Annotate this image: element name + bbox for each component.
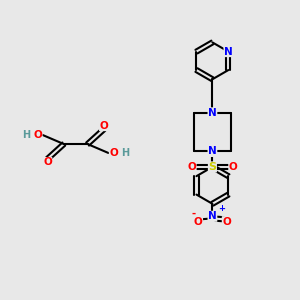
Text: O: O [43,158,52,167]
Text: N: N [208,108,217,118]
Text: N: N [224,46,233,57]
Text: O: O [194,217,203,226]
Text: N: N [208,211,217,221]
Text: O: O [222,217,231,226]
Text: O: O [229,162,238,172]
Text: +: + [218,204,225,213]
Text: O: O [33,130,42,140]
Text: N: N [208,146,217,157]
Text: -: - [192,208,196,218]
Text: H: H [121,148,129,158]
Text: H: H [22,130,31,140]
Text: S: S [208,162,216,172]
Text: O: O [187,162,196,172]
Text: O: O [100,121,108,130]
Text: O: O [110,148,118,158]
